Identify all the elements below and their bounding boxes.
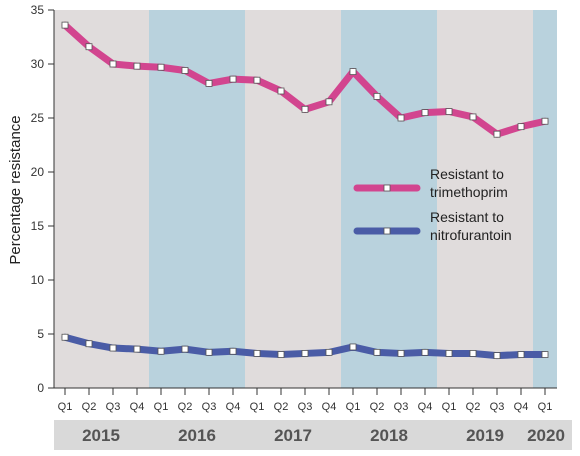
x-tick-label: Q1: [538, 401, 553, 413]
data-point: [493, 130, 501, 138]
data-point: [517, 123, 525, 131]
year-label-2020: 2020: [527, 426, 565, 445]
x-tick-label: Q1: [58, 401, 73, 413]
data-point: [61, 333, 69, 341]
y-tick-label: 35: [31, 3, 45, 17]
data-point: [349, 343, 357, 351]
data-point: [301, 350, 309, 357]
x-tick-label: Q1: [346, 401, 361, 413]
legend-label: Resistant to trimethoprim: [430, 166, 508, 200]
y-tick-label: 5: [37, 327, 44, 341]
year-strip-background: [54, 420, 572, 450]
x-tick-label: Q3: [202, 401, 217, 413]
data-point: [397, 114, 405, 122]
data-point: [229, 75, 237, 83]
y-tick-label: 15: [31, 219, 45, 233]
legend: Resistant to trimethoprim Resistant to nitr…: [353, 166, 512, 243]
data-point: [229, 347, 237, 355]
x-tick-label: Q1: [154, 401, 169, 413]
legend-item-trimethoprim: Resistant to trimethoprim: [353, 166, 508, 200]
year-label-2018: 2018: [370, 426, 408, 445]
data-point: [421, 109, 429, 116]
legend-marker: [383, 184, 391, 192]
x-tick-label: Q3: [490, 401, 505, 413]
data-point: [373, 348, 381, 356]
data-point: [109, 60, 117, 68]
data-point: [541, 117, 549, 125]
x-tick-label: Q1: [250, 401, 265, 413]
x-tick-label: Q3: [298, 401, 313, 413]
x-tick-label: Q3: [106, 401, 121, 413]
data-point: [277, 87, 285, 95]
data-point: [133, 62, 141, 70]
x-axis: Q1 Q2 Q3 Q4 Q1 Q2 Q3 Q4 Q1 Q2 Q3 Q4 Q1 Q2 Q3 Q4 Q1 Q2 Q3 Q4…: [54, 387, 557, 413]
data-point: [181, 345, 189, 353]
year-band-2020: [533, 10, 557, 388]
x-tick-label: Q4: [418, 401, 433, 413]
data-point: [253, 350, 261, 357]
data-point: [493, 352, 501, 360]
y-tick-label: 10: [31, 273, 45, 287]
x-tick-label: Q4: [514, 401, 529, 413]
year-band-2017: [245, 10, 341, 388]
x-tick-label: Q2: [370, 401, 385, 413]
y-tick-label: 20: [31, 165, 45, 179]
year-band-2015: [54, 10, 149, 388]
data-point: [349, 68, 357, 75]
data-point: [61, 21, 69, 29]
data-point: [157, 63, 165, 71]
data-point: [253, 76, 261, 84]
x-tick-label: Q2: [82, 401, 97, 413]
data-point: [301, 105, 309, 113]
data-point: [469, 350, 477, 357]
data-point: [109, 344, 117, 352]
y-tick-label: 0: [37, 381, 44, 395]
data-point: [445, 350, 453, 357]
year-strip: 2015 2016 2017 2018 2019 2020: [54, 420, 572, 450]
data-point: [397, 350, 405, 357]
data-point: [85, 43, 93, 51]
legend-marker: [383, 227, 391, 235]
data-point: [157, 347, 165, 355]
data-point: [445, 108, 453, 115]
data-point: [205, 348, 213, 356]
y-axis-label: Percentage resistance: [7, 115, 24, 264]
legend-item-nitrofurantoin: Resistant to nitrofurantoin: [353, 209, 512, 243]
year-label-2019: 2019: [466, 426, 504, 445]
data-point: [133, 345, 141, 353]
data-point: [181, 67, 189, 74]
x-tick-label: Q1: [442, 401, 457, 413]
data-point: [373, 93, 381, 100]
x-tick-label: Q2: [274, 401, 289, 413]
year-label-2017: 2017: [274, 426, 312, 445]
data-point: [85, 340, 93, 348]
data-point: [325, 98, 333, 106]
year-band-2019: [437, 10, 533, 388]
data-point: [541, 351, 549, 358]
series-nitrofurantoin: [61, 333, 549, 360]
data-point: [421, 348, 429, 356]
x-tick-label: Q2: [466, 401, 481, 413]
data-point: [517, 351, 525, 358]
y-tick-label: 30: [31, 57, 45, 71]
year-band-2018: [341, 10, 437, 388]
y-axis: 0 5 10 15 20 25 30 35: [31, 3, 55, 395]
legend-label: Resistant to nitrofurantoin: [430, 209, 512, 243]
data-point: [469, 113, 477, 121]
series-lines: [61, 21, 549, 360]
y-tick-label: 25: [31, 111, 45, 125]
x-tick-label: Q3: [394, 401, 409, 413]
data-point: [277, 351, 285, 358]
data-point: [325, 348, 333, 356]
data-point: [205, 80, 213, 87]
year-label-2016: 2016: [178, 426, 216, 445]
series-trimethoprim: [61, 21, 549, 138]
year-bands: [54, 10, 557, 388]
x-tick-label: Q2: [178, 401, 193, 413]
x-tick-label: Q4: [130, 401, 145, 413]
x-tick-label: Q4: [226, 401, 241, 413]
x-tick-label: Q4: [322, 401, 337, 413]
year-label-2015: 2015: [82, 426, 120, 445]
